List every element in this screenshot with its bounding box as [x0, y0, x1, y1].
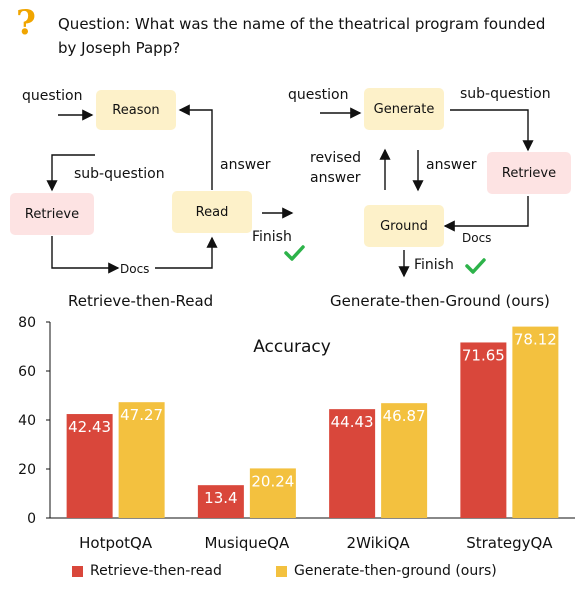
answer-arrow-left	[178, 104, 213, 190]
subquestion-arrow-left	[46, 154, 95, 192]
bar	[329, 409, 376, 518]
bar	[512, 326, 559, 518]
data-label: 44.43	[331, 413, 374, 431]
docs-arrow-left-b	[155, 236, 218, 269]
left-docs-label: Docs	[120, 262, 150, 276]
revised-label-1: revised	[310, 150, 362, 166]
left-subquestion-label: sub-question	[74, 166, 165, 182]
bar	[381, 403, 428, 518]
right-subquestion-label: sub-question	[460, 86, 551, 102]
right-answer-label: answer	[426, 157, 477, 173]
left-diagram-title: Retrieve-then-Read	[68, 292, 214, 310]
data-label: 78.12	[514, 331, 557, 349]
x-tick-label: HotpotQA	[79, 534, 153, 552]
left-question-label: question	[22, 88, 83, 104]
bar	[460, 342, 507, 518]
read-node: Read	[172, 191, 252, 233]
left-finish-label: Finish	[252, 229, 292, 245]
legend-label-series-1: Retrieve-then-read	[90, 563, 222, 579]
subquestion-arrow-right	[450, 109, 534, 152]
data-label: 71.65	[462, 346, 505, 364]
bar	[197, 485, 244, 518]
retrieve-node-left: Retrieve	[10, 193, 94, 235]
data-label: 47.27	[120, 406, 163, 424]
question-mark-icon: ?	[16, 3, 36, 43]
x-tick-label: StrategyQA	[466, 534, 553, 552]
accuracy-bar-chart: 0 20 40 60 80 Accuracy 42.43 47.27 HotpotQA 13.4 2…	[18, 315, 575, 552]
bar	[66, 414, 113, 518]
docs-arrow-left-a	[51, 236, 120, 274]
legend-label-series-2: Generate-then-ground (ours)	[294, 563, 497, 579]
question-text: Question: What was the name of the theat…	[58, 15, 546, 57]
right-diagram-title: Generate-then-Ground (ours)	[330, 292, 550, 310]
check-icon-right	[465, 258, 486, 274]
docs-arrow-right	[443, 196, 529, 232]
ground-node: Ground	[364, 205, 444, 247]
left-answer-label: answer	[220, 157, 271, 173]
y-tick-label: 60	[18, 364, 36, 380]
workflow-diagram	[46, 104, 534, 278]
y-tick-label: 40	[18, 413, 36, 429]
right-question-label: question	[288, 87, 349, 103]
retrieve-node-right: Retrieve	[487, 152, 571, 194]
x-tick-label: 2WikiQA	[347, 534, 411, 552]
bar	[118, 402, 165, 518]
y-tick-label: 80	[18, 315, 36, 331]
data-label: 42.43	[68, 418, 111, 436]
right-finish-label: Finish	[414, 257, 454, 273]
generate-node: Generate	[364, 88, 444, 130]
data-label: 13.4	[204, 489, 237, 507]
data-label: 46.87	[383, 407, 426, 425]
legend-swatch-red	[72, 566, 83, 577]
bar	[249, 468, 296, 518]
y-tick-label: 0	[27, 511, 36, 527]
check-icon-left	[284, 245, 305, 261]
legend-swatch-yellow	[276, 566, 287, 577]
x-tick-label: MusiqueQA	[204, 534, 289, 552]
data-label: 20.24	[251, 472, 294, 490]
y-tick-label: 20	[18, 462, 36, 478]
right-docs-label: Docs	[462, 231, 492, 245]
chart-title: Accuracy	[253, 337, 331, 357]
reason-node: Reason	[96, 90, 176, 130]
revised-label-2: answer	[310, 170, 361, 186]
